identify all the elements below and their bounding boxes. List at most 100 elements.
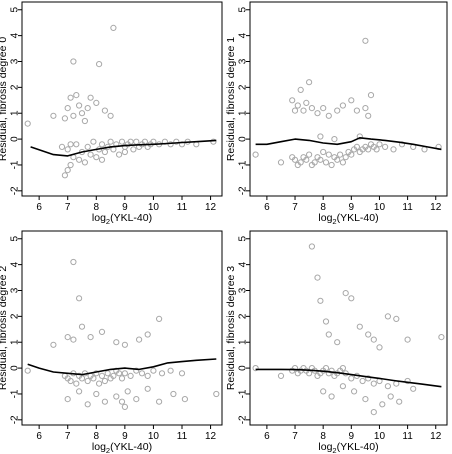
data-point [133,367,140,374]
x-tick-label: 10 [374,431,386,442]
data-point [76,295,83,302]
data-point [158,370,166,377]
data-point [67,161,74,169]
data-point [121,148,129,156]
data-point [96,61,103,68]
data-point [87,151,94,158]
data-point [410,385,417,392]
x-tick-label: 11 [402,202,413,213]
x-tick-label: 12 [430,431,442,442]
data-point [61,172,69,179]
y-tick-label: 3 [238,58,249,64]
x-tick-label: 8 [320,431,326,442]
x-tick-label: 9 [122,431,128,442]
data-point [70,58,77,65]
data-point [306,151,313,158]
y-tick-label: -1 [10,389,21,398]
data-point [90,138,97,145]
data-point [291,156,299,163]
data-point [328,161,335,169]
y-axis-label: Residual, fibrosis degree 1 [225,37,237,161]
y-tick-label: -1 [238,389,249,398]
data-point [300,107,307,114]
data-point [107,112,114,119]
smoothed-trend-line [255,368,442,388]
data-point [337,151,344,158]
y-tick-label: 3 [238,287,249,293]
data-point [136,336,143,343]
data-point [130,146,137,153]
data-point [64,167,71,174]
data-point [101,107,109,114]
data-point [116,370,123,377]
y-tick-label: 5 [10,7,21,13]
data-point [322,318,330,325]
x-tick-label: 10 [148,202,160,213]
data-point [404,336,411,343]
data-point [98,156,106,163]
data-point [98,141,106,148]
data-point [362,105,369,112]
data-point [121,341,129,348]
data-point [362,396,369,403]
y-tick-label: 4 [10,32,21,38]
y-tick-label: 3 [10,287,21,293]
data-point [356,133,363,140]
x-tick-label: 11 [402,431,413,442]
y-tick-label: 1 [238,110,249,116]
data-point [325,331,332,338]
data-point [384,313,391,320]
data-point [342,290,349,297]
data-point [348,295,355,302]
data-point [339,365,346,372]
data-point [348,375,355,382]
data-point [334,339,341,346]
x-axis-label: log2(YKL-40) [92,441,152,454]
y-tick-label: 1 [238,339,249,345]
data-point [144,385,151,392]
scatter-panel-fibrosis-1: 6 7 8 9 10 11 12-2-1012345log2(YKL-40)Residual… [225,1,448,226]
data-point [93,99,100,107]
data-point [320,105,327,112]
data-point [144,331,151,338]
smoothed-trend-line [255,137,442,151]
data-point [320,148,327,156]
data-point [370,409,377,416]
x-tick-label: 6 [264,431,270,442]
data-point [93,154,100,161]
data-point [303,99,310,107]
data-point [277,372,285,379]
plot-frame [249,1,448,197]
data-point [87,334,94,341]
data-point [101,148,109,156]
data-point [353,107,360,114]
x-tick-label: 7 [65,431,71,442]
y-tick-label: 4 [238,32,249,38]
data-point [277,159,285,166]
y-tick-label: 4 [238,261,249,267]
data-point [382,143,389,150]
data-point [387,393,394,400]
data-point [84,105,91,112]
data-point [98,328,106,335]
x-tick-label: 9 [122,202,128,213]
scatter-panel-fibrosis-3: 6 7 8 9 10 11 12-2-1012345log2(YKL-40)Residual… [225,230,448,454]
data-point [81,159,89,166]
data-point [348,97,355,104]
data-point [76,388,83,395]
data-point [294,102,301,109]
data-point [339,159,346,166]
data-point [370,380,377,387]
data-point [70,258,77,266]
y-tick-label: -2 [10,415,21,424]
y-tick-label: 4 [10,261,21,267]
data-point [73,141,80,148]
data-point [314,274,321,281]
y-tick-label: 3 [10,58,21,64]
data-point [322,159,330,166]
data-point [252,365,259,372]
data-point [398,141,406,148]
smoothed-trend-line [27,358,217,376]
data-point [367,92,375,99]
data-point [78,110,86,117]
